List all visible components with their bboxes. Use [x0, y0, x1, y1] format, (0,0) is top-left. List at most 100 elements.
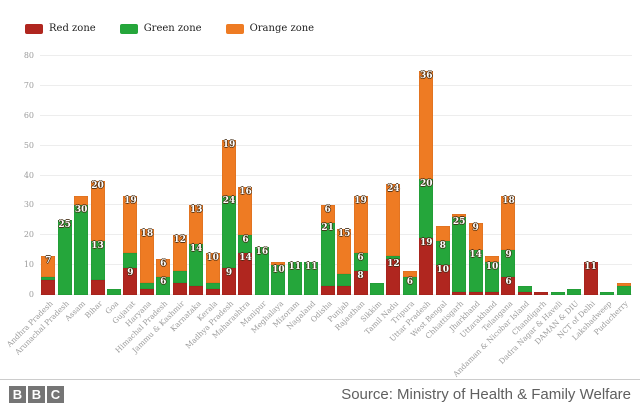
bar-puducherry[interactable]: [616, 283, 631, 295]
bar-segment-green-meghalaya[interactable]: 10: [271, 265, 286, 295]
bar-arunachal-pradesh[interactable]: 25: [57, 220, 72, 295]
bar-segment-red-tamil-nadu[interactable]: 12: [386, 259, 401, 295]
bar-segment-orange-tamil-nadu[interactable]: 24: [386, 184, 401, 257]
bar-segment-green-mizoram[interactable]: 11: [287, 262, 302, 295]
bar-segment-orange-telangana[interactable]: 18: [501, 196, 516, 251]
bar-segment-orange-puducherry[interactable]: [616, 283, 631, 287]
bar-andaman-nicobar-island[interactable]: [517, 286, 532, 295]
bar-segment-red-rajasthan[interactable]: 8: [353, 271, 368, 295]
bar-bihar[interactable]: 20 13: [90, 181, 105, 295]
bar-telangana[interactable]: 18 9 6: [501, 196, 516, 295]
bar-segment-orange-jharkhand[interactable]: 9: [468, 223, 483, 251]
bar-segment-red-west-bengal[interactable]: 10: [435, 265, 450, 295]
bar-segment-green-west-bengal[interactable]: 8: [435, 241, 450, 266]
bar-segment-orange-jammu-kashmir[interactable]: 12: [172, 235, 187, 272]
bar-segment-red-karnataka[interactable]: [189, 286, 204, 295]
bar-segment-green-jammu-kashmir[interactable]: [172, 271, 187, 284]
bar-west-bengal[interactable]: 8 10: [435, 226, 450, 295]
bar-segment-green-jharkhand[interactable]: 14: [468, 250, 483, 293]
bar-maharashtra[interactable]: 16 6 14: [238, 187, 253, 295]
bar-segment-green-puducherry[interactable]: [616, 286, 631, 295]
bar-segment-red-andhra-pradesh[interactable]: [41, 280, 56, 295]
bar-segment-orange-rajasthan[interactable]: 19: [353, 196, 368, 254]
legend-item-orange-zone[interactable]: Orange zone: [225, 23, 314, 34]
bar-segment-red-andaman-nicobar-island[interactable]: [517, 292, 532, 295]
bar-meghalaya[interactable]: 10: [271, 262, 286, 295]
bar-chhattisgarh[interactable]: 25: [452, 214, 467, 295]
bar-segment-red-madhya-pradesh[interactable]: 9: [222, 268, 237, 295]
bar-segment-green-rajasthan[interactable]: 6: [353, 253, 368, 272]
bar-segment-green-bihar[interactable]: 13: [90, 241, 105, 281]
bar-lakshadweep[interactable]: [600, 292, 615, 295]
bar-segment-green-uttar-pradesh[interactable]: 20: [419, 178, 434, 239]
bar-kerala[interactable]: 10: [205, 253, 220, 295]
bar-andhra-pradesh[interactable]: 7: [41, 256, 56, 295]
bar-segment-green-telangana[interactable]: 9: [501, 250, 516, 278]
bar-goa[interactable]: [106, 289, 121, 295]
bar-segment-red-gujarat[interactable]: 9: [123, 268, 138, 295]
bar-segment-green-punjab[interactable]: [337, 274, 352, 287]
legend-item-green-zone[interactable]: Green zone: [119, 23, 202, 34]
bar-segment-green-assam[interactable]: 30: [74, 205, 89, 295]
bar-manipur[interactable]: 16: [254, 247, 269, 295]
bar-uttar-pradesh[interactable]: 36 20 19: [419, 70, 434, 295]
bar-segment-green-nagaland[interactable]: 11: [304, 262, 319, 295]
bar-segment-green-odisha[interactable]: 21: [320, 223, 335, 287]
bar-segment-green-daman-diu[interactable]: [567, 289, 582, 295]
bar-segment-green-karnataka[interactable]: 14: [189, 244, 204, 287]
bar-segment-orange-uttar-pradesh[interactable]: 36: [419, 70, 434, 179]
bar-segment-red-jammu-kashmir[interactable]: [172, 283, 187, 295]
bar-mizoram[interactable]: 11: [287, 262, 302, 295]
bar-tamil-nadu[interactable]: 24 12: [386, 184, 401, 295]
bar-segment-green-gujarat[interactable]: [123, 253, 138, 269]
bar-segment-red-uttar-pradesh[interactable]: 19: [419, 238, 434, 295]
bar-segment-red-telangana[interactable]: 6: [501, 277, 516, 295]
bar-segment-green-haryana[interactable]: [139, 283, 154, 290]
bar-uttarakhand[interactable]: 10: [485, 256, 500, 295]
bar-segment-orange-meghalaya[interactable]: [271, 262, 286, 266]
bar-segment-orange-andhra-pradesh[interactable]: 7: [41, 256, 56, 278]
bar-segment-green-kerala[interactable]: [205, 283, 220, 290]
bar-segment-red-chhattisgarh[interactable]: [452, 292, 467, 295]
bar-segment-green-andhra-pradesh[interactable]: [41, 277, 56, 281]
bar-segment-green-lakshadweep[interactable]: [600, 292, 615, 295]
bar-chandigarh[interactable]: [534, 292, 549, 295]
bar-jharkhand[interactable]: 9 14: [468, 223, 483, 295]
bar-jammu-kashmir[interactable]: 12: [172, 235, 187, 295]
bar-segment-orange-haryana[interactable]: 18: [139, 229, 154, 284]
bar-rajasthan[interactable]: 19 6 8: [353, 196, 368, 295]
bar-sikkim[interactable]: [369, 283, 384, 295]
bar-segment-orange-uttarakhand[interactable]: [485, 256, 500, 263]
bar-punjab[interactable]: 15: [337, 229, 352, 295]
bar-haryana[interactable]: 18: [139, 229, 154, 295]
bar-segment-green-sikkim[interactable]: [369, 283, 384, 295]
bar-segment-orange-west-bengal[interactable]: [435, 226, 450, 242]
bar-segment-red-bihar[interactable]: [90, 280, 105, 295]
bar-segment-orange-odisha[interactable]: 6: [320, 205, 335, 224]
bar-madhya-pradesh[interactable]: 19 24 9: [222, 139, 237, 295]
bar-segment-orange-assam[interactable]: [74, 196, 89, 206]
bar-segment-green-arunachal-pradesh[interactable]: 25: [57, 220, 72, 295]
bar-segment-red-maharashtra[interactable]: 14: [238, 253, 253, 295]
bar-segment-red-punjab[interactable]: [337, 286, 352, 295]
bar-segment-orange-bihar[interactable]: 20: [90, 181, 105, 242]
bar-assam[interactable]: 30: [74, 196, 89, 295]
bar-segment-green-chhattisgarh[interactable]: 25: [452, 217, 467, 293]
bar-segment-red-kerala[interactable]: [205, 289, 220, 295]
bar-segment-green-tamil-nadu[interactable]: [386, 256, 401, 260]
bar-nagaland[interactable]: 11: [304, 262, 319, 295]
bar-dadra-nagar-haveli[interactable]: [550, 292, 565, 295]
bar-gujarat[interactable]: 19 9: [123, 196, 138, 295]
legend-item-red-zone[interactable]: Red zone: [25, 23, 96, 34]
bar-segment-green-manipur[interactable]: 16: [254, 247, 269, 295]
bar-odisha[interactable]: 6 21: [320, 205, 335, 295]
bar-segment-green-andaman-nicobar-island[interactable]: [517, 286, 532, 293]
bar-tripura[interactable]: 6: [402, 271, 417, 295]
bar-karnataka[interactable]: 13 14: [189, 205, 204, 295]
bar-segment-green-uttarakhand[interactable]: 10: [485, 262, 500, 293]
bar-segment-red-odisha[interactable]: [320, 286, 335, 295]
bar-segment-orange-punjab[interactable]: 15: [337, 229, 352, 275]
bar-segment-orange-himachal-pradesh[interactable]: 6: [156, 259, 171, 278]
bar-segment-red-uttarakhand[interactable]: [485, 292, 500, 295]
